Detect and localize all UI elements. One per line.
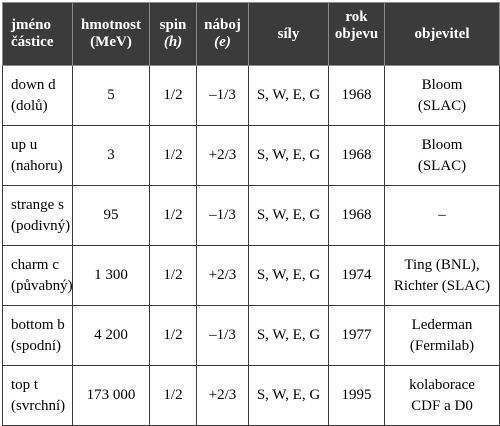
particle-name: down d bbox=[11, 76, 56, 93]
year-cell: 1995 bbox=[328, 365, 385, 426]
discoverer-cell: Bloom (SLAC) bbox=[384, 125, 500, 186]
charge-cell: –1/3 bbox=[196, 185, 249, 246]
year-cell: 1977 bbox=[328, 305, 385, 366]
header-particle-name: jméno částice bbox=[2, 2, 73, 66]
year-cell: 1968 bbox=[328, 125, 385, 186]
header-year: rok objevu bbox=[328, 2, 385, 66]
header-row: jméno částice hmotnost (MeV) spin (h) ná… bbox=[2, 2, 500, 66]
header-mass-line2: (MeV) bbox=[90, 34, 132, 50]
mass-cell: 95 bbox=[72, 185, 150, 246]
header-spin: spin (h) bbox=[149, 2, 197, 66]
year-cell: 1968 bbox=[328, 185, 385, 246]
header-spin-line1: spin bbox=[159, 17, 187, 33]
mass-cell: 173 000 bbox=[72, 365, 150, 426]
discoverer-cell: Ting (BNL), Richter (SLAC) bbox=[384, 245, 500, 306]
forces-cell: S, W, E, G bbox=[248, 185, 329, 246]
particle-name: charm c bbox=[11, 256, 59, 273]
table-row: down d (dolů) 5 1/2 –1/3 S, W, E, G 1968… bbox=[2, 65, 500, 126]
header-mass-line1: hmotnost bbox=[80, 17, 141, 33]
forces-cell: S, W, E, G bbox=[248, 245, 329, 306]
discoverer-line1: Lederman bbox=[411, 316, 473, 333]
discoverer-line2: (SLAC) bbox=[417, 97, 467, 114]
forces-cell: S, W, E, G bbox=[248, 305, 329, 366]
particle-name: bottom b bbox=[11, 316, 65, 333]
particle-name-translation: (spodní) bbox=[11, 337, 61, 354]
spin-cell: 1/2 bbox=[149, 305, 197, 366]
discoverer-cell: – bbox=[384, 185, 500, 246]
table-row: strange s (podivný) 95 1/2 –1/3 S, W, E,… bbox=[2, 185, 500, 246]
particle-name-cell: bottom b (spodní) bbox=[2, 305, 73, 366]
charge-cell: –1/3 bbox=[196, 305, 249, 366]
charge-cell: –1/3 bbox=[196, 65, 249, 126]
table-row: top t (svrchní) 173 000 1/2 +2/3 S, W, E… bbox=[2, 365, 500, 426]
header-year-line2: objevu bbox=[334, 26, 379, 42]
mass-cell: 3 bbox=[72, 125, 150, 186]
particle-name-cell: strange s (podivný) bbox=[2, 185, 73, 246]
particle-name-cell: up u (nahoru) bbox=[2, 125, 73, 186]
discoverer-line1: Bloom bbox=[421, 76, 463, 93]
charge-cell: +2/3 bbox=[196, 365, 249, 426]
header-charge-line1: náboj bbox=[204, 17, 241, 33]
forces-cell: S, W, E, G bbox=[248, 365, 329, 426]
discoverer-line2: (SLAC) bbox=[417, 157, 467, 174]
discoverer-line1: Ting (BNL), bbox=[404, 256, 480, 273]
discoverer-line2: CDF a D0 bbox=[411, 397, 473, 414]
discoverer-line1: – bbox=[438, 207, 446, 223]
table-row: up u (nahoru) 3 1/2 +2/3 S, W, E, G 1968… bbox=[2, 125, 500, 186]
table-row: bottom b (spodní) 4 200 1/2 –1/3 S, W, E… bbox=[2, 305, 500, 366]
header-forces: síly bbox=[248, 2, 329, 66]
table-header: jméno částice hmotnost (MeV) spin (h) ná… bbox=[2, 2, 500, 66]
year-cell: 1974 bbox=[328, 245, 385, 306]
forces-cell: S, W, E, G bbox=[248, 125, 329, 186]
particle-name-cell: charm c (půvabný) bbox=[2, 245, 73, 306]
spin-cell: 1/2 bbox=[149, 365, 197, 426]
discoverer-line2: (Fermilab) bbox=[409, 337, 475, 354]
header-charge-line2: (e) bbox=[214, 34, 231, 50]
discoverer-line1: kolaborace bbox=[409, 376, 475, 393]
header-particle-name-line1: jméno bbox=[11, 17, 51, 33]
particle-name-cell: top t (svrchní) bbox=[2, 365, 73, 426]
particle-name-translation: (svrchní) bbox=[11, 397, 66, 414]
mass-cell: 5 bbox=[72, 65, 150, 126]
discoverer-cell: Lederman (Fermilab) bbox=[384, 305, 500, 366]
discoverer-cell: kolaborace CDF a D0 bbox=[384, 365, 500, 426]
particle-name-translation: (dolů) bbox=[11, 97, 48, 114]
spin-cell: 1/2 bbox=[149, 125, 197, 186]
particle-name-translation: (nahoru) bbox=[11, 157, 63, 174]
charge-cell: +2/3 bbox=[196, 125, 249, 186]
particle-name-translation: (půvabný) bbox=[11, 277, 73, 294]
charge-cell: +2/3 bbox=[196, 245, 249, 306]
spin-cell: 1/2 bbox=[149, 245, 197, 306]
particle-name-cell: down d (dolů) bbox=[2, 65, 73, 126]
header-particle-name-line2: částice bbox=[11, 34, 54, 50]
table-row: charm c (půvabný) 1 300 1/2 +2/3 S, W, E… bbox=[2, 245, 500, 306]
forces-cell: S, W, E, G bbox=[248, 65, 329, 126]
header-spin-line2: (h) bbox=[163, 34, 183, 50]
particle-name: up u bbox=[11, 136, 38, 153]
discoverer-line2: Richter (SLAC) bbox=[393, 277, 491, 294]
particle-name: top t bbox=[11, 376, 39, 393]
header-year-line1: rok bbox=[345, 9, 368, 25]
discoverer-cell: Bloom (SLAC) bbox=[384, 65, 500, 126]
table-body: down d (dolů) 5 1/2 –1/3 S, W, E, G 1968… bbox=[2, 65, 500, 426]
discoverer-line1: Bloom bbox=[421, 136, 463, 153]
header-discoverer: objevitel bbox=[384, 2, 500, 66]
mass-cell: 1 300 bbox=[72, 245, 150, 306]
header-charge: náboj (e) bbox=[196, 2, 249, 66]
spin-cell: 1/2 bbox=[149, 65, 197, 126]
particle-name: strange s bbox=[11, 196, 64, 213]
header-forces-line1: síly bbox=[277, 25, 300, 42]
mass-cell: 4 200 bbox=[72, 305, 150, 366]
spin-cell: 1/2 bbox=[149, 185, 197, 246]
particle-name-translation: (podivný) bbox=[11, 217, 71, 234]
header-discoverer-line1: objevitel bbox=[414, 25, 470, 42]
header-mass: hmotnost (MeV) bbox=[72, 2, 150, 66]
year-cell: 1968 bbox=[328, 65, 385, 126]
